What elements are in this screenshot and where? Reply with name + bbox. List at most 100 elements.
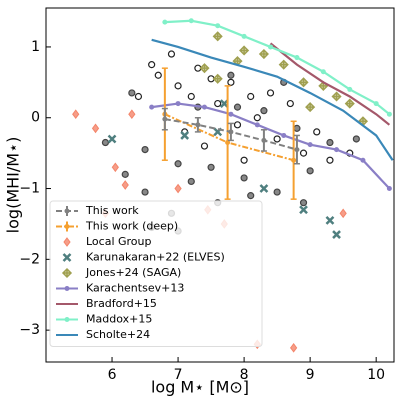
x-tick-label: 6: [108, 367, 117, 383]
legend-label: This work: [85, 204, 139, 217]
line-point: [64, 224, 70, 229]
galaxy-point: [174, 160, 182, 168]
galaxy-point: [253, 114, 261, 122]
galaxy-point: [148, 61, 156, 69]
saga-point: [331, 91, 342, 102]
galaxy-point: [200, 142, 209, 150]
galaxy-point: [233, 103, 242, 111]
x-tick-label: 10: [367, 367, 385, 383]
galaxy-point: [326, 138, 334, 147]
galaxy-point: [141, 146, 149, 154]
saga-point: [212, 31, 223, 42]
y-tick-label: −3: [19, 322, 40, 338]
saga-point: [212, 73, 223, 84]
saga-point: [61, 267, 73, 279]
galaxy-point: [273, 188, 281, 196]
line-point: [320, 69, 326, 75]
galaxy-point: [233, 121, 242, 129]
legend-label: This work (deep): [85, 220, 178, 233]
galaxy-point: [154, 71, 162, 79]
elves-point: [180, 131, 190, 140]
galaxy-point: [352, 135, 360, 143]
galaxy-point: [214, 99, 222, 108]
data-point: [162, 116, 168, 122]
line-point: [386, 186, 392, 192]
data-point: [228, 129, 234, 135]
saga-point: [258, 48, 269, 60]
legend-label: Jones+24 (SAGA): [85, 266, 181, 279]
legend-label: Scholte+24: [86, 328, 150, 341]
legend-label: Karachentsev+13: [86, 282, 184, 295]
data-point: [195, 122, 201, 128]
galaxy-point: [247, 192, 255, 200]
galaxy-point: [299, 149, 308, 157]
line-point: [241, 33, 247, 39]
galaxy-point: [306, 167, 314, 175]
saga-point: [344, 98, 355, 109]
saga-point: [305, 102, 316, 113]
y-tick-label: −2: [19, 251, 40, 267]
series-line: [151, 102, 391, 190]
line-point: [373, 101, 379, 107]
x-tick-label: 8: [240, 367, 249, 383]
galaxy-point: [187, 92, 195, 101]
line-point: [64, 317, 70, 322]
line-point: [162, 19, 168, 25]
data-point: [294, 147, 300, 153]
line-point: [149, 104, 155, 110]
galaxy-point: [227, 71, 235, 79]
galaxy-point: [240, 174, 248, 182]
galaxy-point: [187, 177, 195, 186]
x-tick-label: 9: [306, 367, 315, 383]
y-tick-label: 1: [31, 39, 40, 55]
galaxy-point: [240, 156, 248, 164]
line-point: [347, 86, 353, 92]
galaxy-point: [260, 107, 268, 115]
local-group-point: [128, 109, 136, 120]
line-point: [175, 101, 181, 107]
series-line: [269, 42, 391, 126]
elves-point: [259, 184, 269, 193]
legend-label: Maddox+15: [86, 313, 152, 326]
galaxy-point: [167, 50, 176, 58]
plot-frame: [45, 7, 395, 363]
line-point: [64, 208, 70, 214]
series-line: [164, 19, 391, 116]
local-group-point: [91, 123, 100, 134]
line-point: [268, 44, 274, 50]
galaxy-point: [293, 124, 301, 132]
saga-point: [232, 56, 243, 67]
line-point: [294, 55, 300, 61]
galaxy-point: [299, 199, 308, 207]
line-point: [281, 132, 287, 138]
series-line: [151, 38, 394, 161]
line-point: [228, 111, 234, 117]
y-tick-label: −1: [19, 181, 40, 197]
y-tick-label: 0: [31, 110, 40, 126]
local-group-point: [290, 343, 298, 353]
line-point: [188, 18, 194, 24]
galaxy-point: [128, 89, 136, 97]
galaxy-point: [247, 92, 255, 101]
local-group-point: [121, 180, 129, 190]
galaxy-point: [121, 170, 129, 178]
elves-point: [325, 216, 335, 225]
elves-point: [299, 205, 308, 215]
line-point: [215, 23, 221, 29]
elves-point: [332, 230, 341, 239]
galaxy-point: [326, 156, 334, 164]
legend-label: Local Group: [86, 235, 152, 248]
saga-point: [239, 45, 250, 56]
line-point: [201, 104, 207, 110]
line-point: [307, 142, 313, 148]
local-group-point: [72, 109, 80, 120]
line-point: [386, 111, 392, 117]
legend: This work This work (deep) Local Group Karu…: [49, 200, 263, 347]
line-point: [254, 122, 260, 128]
local-group-point: [111, 162, 119, 173]
saga-point: [199, 63, 210, 74]
local-group-point: [339, 208, 347, 219]
elves-point: [107, 134, 117, 144]
galaxy-point: [101, 138, 110, 147]
elves-point: [62, 253, 72, 262]
